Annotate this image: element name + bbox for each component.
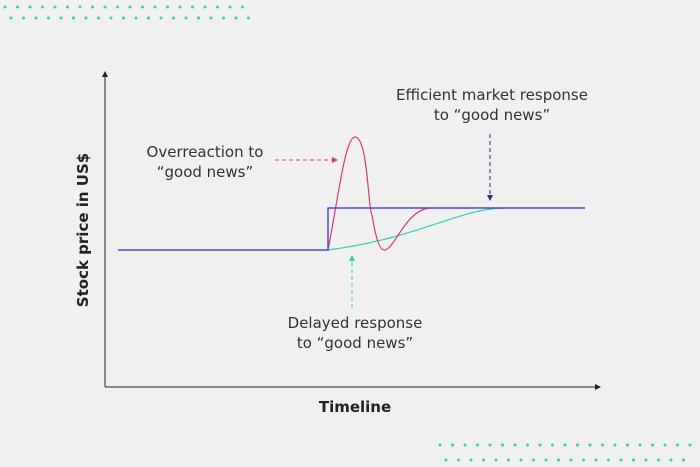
efficient-curve — [118, 207, 585, 251]
annotation: to “good news” — [434, 106, 550, 124]
annotation: Efficient market response — [396, 86, 588, 104]
x-axis-label: Timeline — [319, 398, 391, 416]
annotation: “good news” — [157, 163, 254, 181]
delayed-curve — [327, 207, 506, 251]
annotation: Delayed response — [288, 314, 423, 332]
annotation: to “good news” — [297, 334, 413, 352]
y-axis-label: Stock price in US$ — [74, 153, 92, 307]
annotation: Overreaction to — [147, 143, 264, 161]
dot-pattern — [3, 5, 697, 462]
overreaction-curve — [327, 136, 470, 251]
